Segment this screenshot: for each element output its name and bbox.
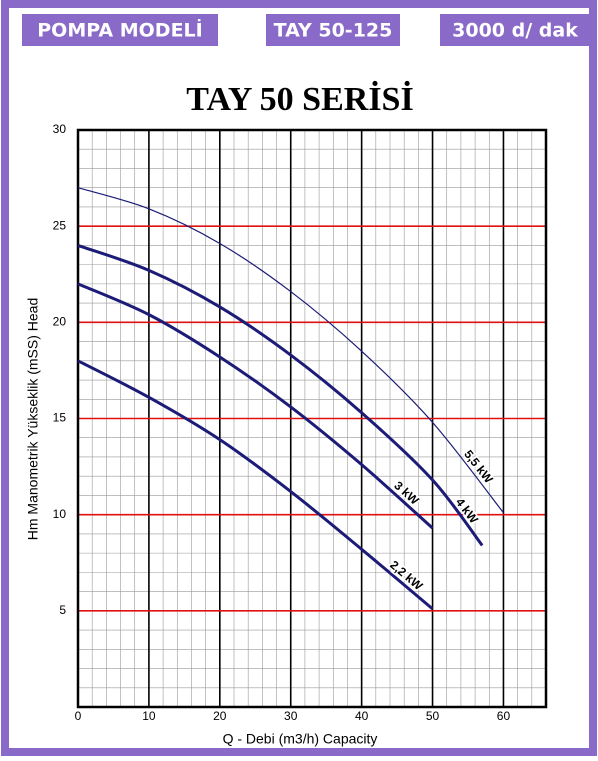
x-tick-label: 20 <box>213 709 227 723</box>
x-tick-label: 40 <box>355 709 369 723</box>
model-label: POMPA MODELİ <box>37 18 202 42</box>
y-tick-label: 5 <box>59 603 66 617</box>
banner <box>266 14 400 46</box>
curve <box>77 187 504 514</box>
chart-title: TAY 50 SERİSİ <box>186 80 413 118</box>
speed: 3000 d/ dak <box>452 20 578 42</box>
y-tick-label: 25 <box>53 218 67 232</box>
x-tick-label: 60 <box>497 709 511 723</box>
y-tick-label: 15 <box>53 411 67 425</box>
curve <box>77 359 434 611</box>
x-tick-label: 30 <box>284 709 298 723</box>
plot-border <box>76 128 548 709</box>
x-tick-label: 50 <box>426 709 440 723</box>
x-tick-label: 10 <box>142 709 156 723</box>
curve <box>77 282 434 530</box>
banner <box>22 14 218 46</box>
y-tick-label: 20 <box>53 315 67 329</box>
banner <box>440 14 590 46</box>
y-tick-label: 10 <box>53 507 67 521</box>
x-axis-label: Q - Debi (m3/h) Capacity <box>223 731 378 747</box>
y-tick-label: 30 <box>53 122 67 136</box>
model: TAY 50-125 <box>274 20 393 42</box>
curve <box>77 243 484 547</box>
y-axis-label: Hm Manometrik Yükseklik (mSS) Head <box>25 298 41 540</box>
x-tick-label: 0 <box>75 709 82 723</box>
